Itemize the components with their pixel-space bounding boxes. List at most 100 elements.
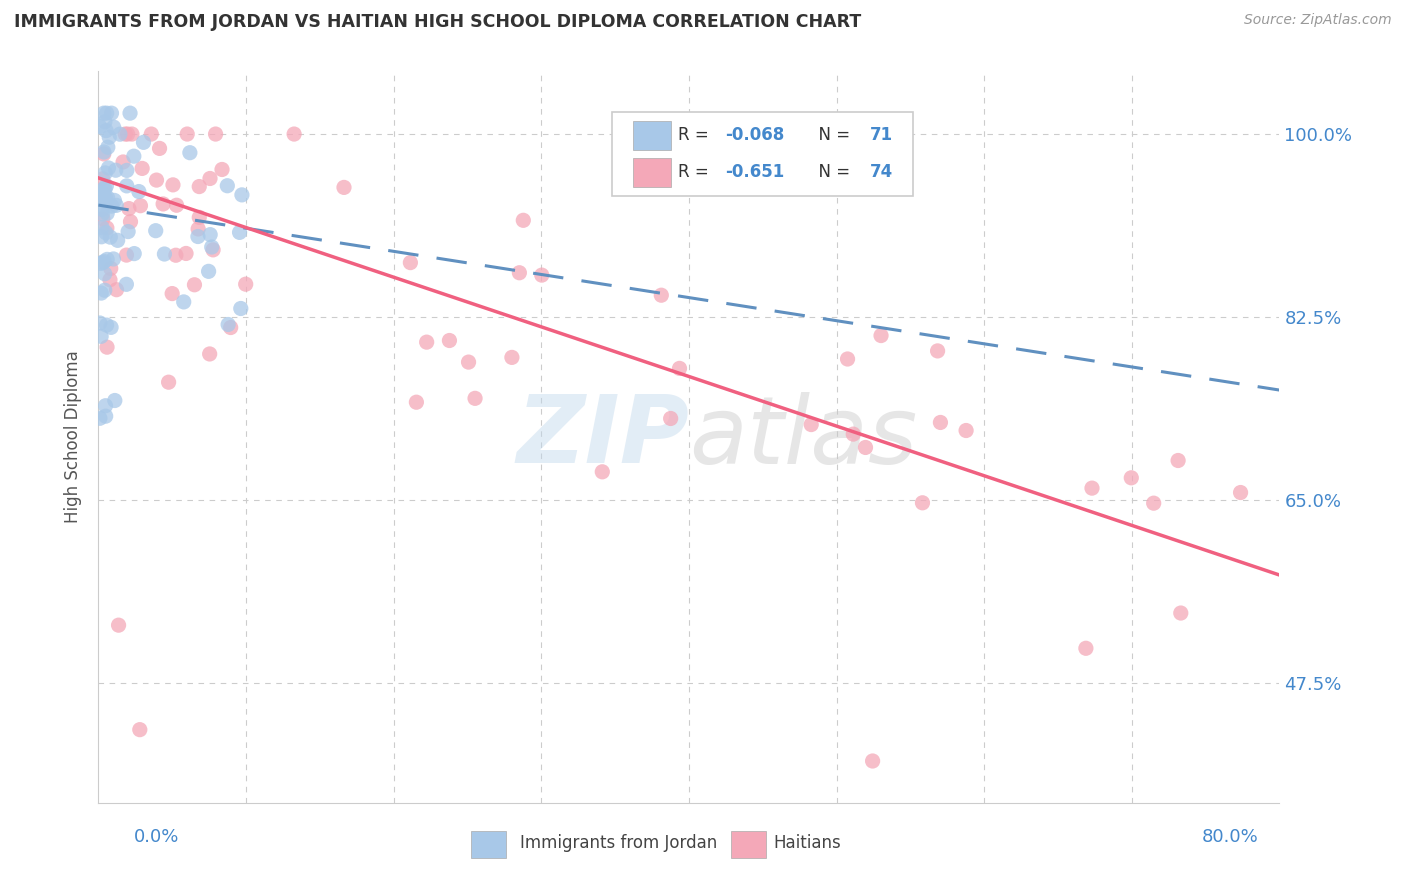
Point — [464, 392, 486, 406]
Point — [415, 335, 437, 350]
Point — [89, 316, 111, 330]
Point — [100, 320, 122, 334]
Point — [93, 182, 115, 196]
Point — [94, 226, 117, 240]
Point — [89, 192, 111, 206]
Point — [96, 106, 118, 120]
Point — [283, 127, 305, 141]
Point — [97, 140, 120, 154]
Point — [405, 395, 427, 409]
Point — [121, 127, 143, 141]
Point — [120, 214, 142, 228]
Point — [91, 211, 114, 226]
Point — [96, 318, 118, 332]
Text: -0.651: -0.651 — [725, 163, 785, 181]
Point — [188, 179, 211, 194]
Point — [160, 286, 183, 301]
Point — [929, 416, 952, 430]
Point — [94, 182, 117, 196]
Point — [94, 123, 117, 137]
Point — [90, 229, 112, 244]
Point — [870, 328, 893, 343]
Point — [100, 106, 122, 120]
Bar — [634, 120, 671, 150]
Point — [100, 261, 122, 276]
Point — [104, 163, 127, 178]
Point — [911, 496, 934, 510]
Point — [101, 199, 124, 213]
Point — [179, 145, 201, 160]
Point — [162, 178, 184, 192]
Text: ZIP: ZIP — [516, 391, 689, 483]
Point — [103, 194, 125, 208]
Point — [201, 240, 224, 254]
Point — [89, 411, 111, 425]
Point — [217, 178, 239, 193]
Point — [855, 441, 877, 455]
Point — [94, 166, 117, 180]
Point — [399, 255, 422, 269]
Point — [89, 190, 111, 204]
Point — [1170, 606, 1192, 620]
Point — [530, 268, 553, 282]
Point — [198, 171, 221, 186]
Point — [955, 424, 977, 438]
Point — [211, 162, 233, 177]
Point — [229, 301, 252, 316]
Point — [1121, 471, 1143, 485]
Point — [108, 127, 131, 141]
Bar — [634, 158, 671, 186]
Point — [103, 120, 125, 135]
Point — [174, 246, 197, 260]
Point — [89, 120, 111, 134]
Point — [122, 246, 145, 260]
Point — [457, 355, 479, 369]
Y-axis label: High School Diploma: High School Diploma — [65, 351, 83, 524]
Point — [198, 227, 221, 242]
Point — [122, 149, 145, 163]
Point — [97, 161, 120, 175]
Point — [333, 180, 356, 194]
Point — [837, 351, 859, 366]
Point — [145, 224, 167, 238]
Point — [145, 173, 167, 187]
Point — [118, 106, 141, 120]
Text: 74: 74 — [870, 163, 893, 181]
Point — [104, 393, 127, 408]
Point — [93, 147, 115, 161]
Point — [91, 202, 114, 217]
Text: 0.0%: 0.0% — [134, 828, 179, 846]
Point — [112, 155, 135, 169]
Point — [90, 256, 112, 270]
Point — [93, 254, 115, 268]
Text: 80.0%: 80.0% — [1202, 828, 1258, 846]
Text: 71: 71 — [870, 126, 893, 145]
Point — [107, 233, 129, 247]
Point — [94, 115, 117, 129]
Point — [129, 199, 152, 213]
Point — [148, 141, 170, 155]
Point — [96, 178, 118, 193]
Point — [96, 191, 118, 205]
Point — [93, 186, 115, 201]
Point — [94, 399, 117, 413]
Point — [650, 288, 672, 302]
Point — [202, 243, 225, 257]
Point — [204, 127, 226, 141]
Point — [94, 409, 117, 424]
Point — [117, 127, 139, 141]
Point — [219, 320, 242, 334]
Point — [1143, 496, 1166, 510]
Point — [591, 465, 613, 479]
Point — [165, 248, 187, 262]
Point — [141, 127, 163, 141]
Point — [927, 343, 949, 358]
Point — [91, 171, 114, 186]
Point — [118, 202, 141, 216]
Point — [512, 213, 534, 227]
Text: R =: R = — [678, 163, 714, 181]
Point — [231, 187, 253, 202]
Point — [96, 252, 118, 267]
Text: N =: N = — [808, 126, 856, 145]
Text: Haitians: Haitians — [773, 834, 841, 852]
